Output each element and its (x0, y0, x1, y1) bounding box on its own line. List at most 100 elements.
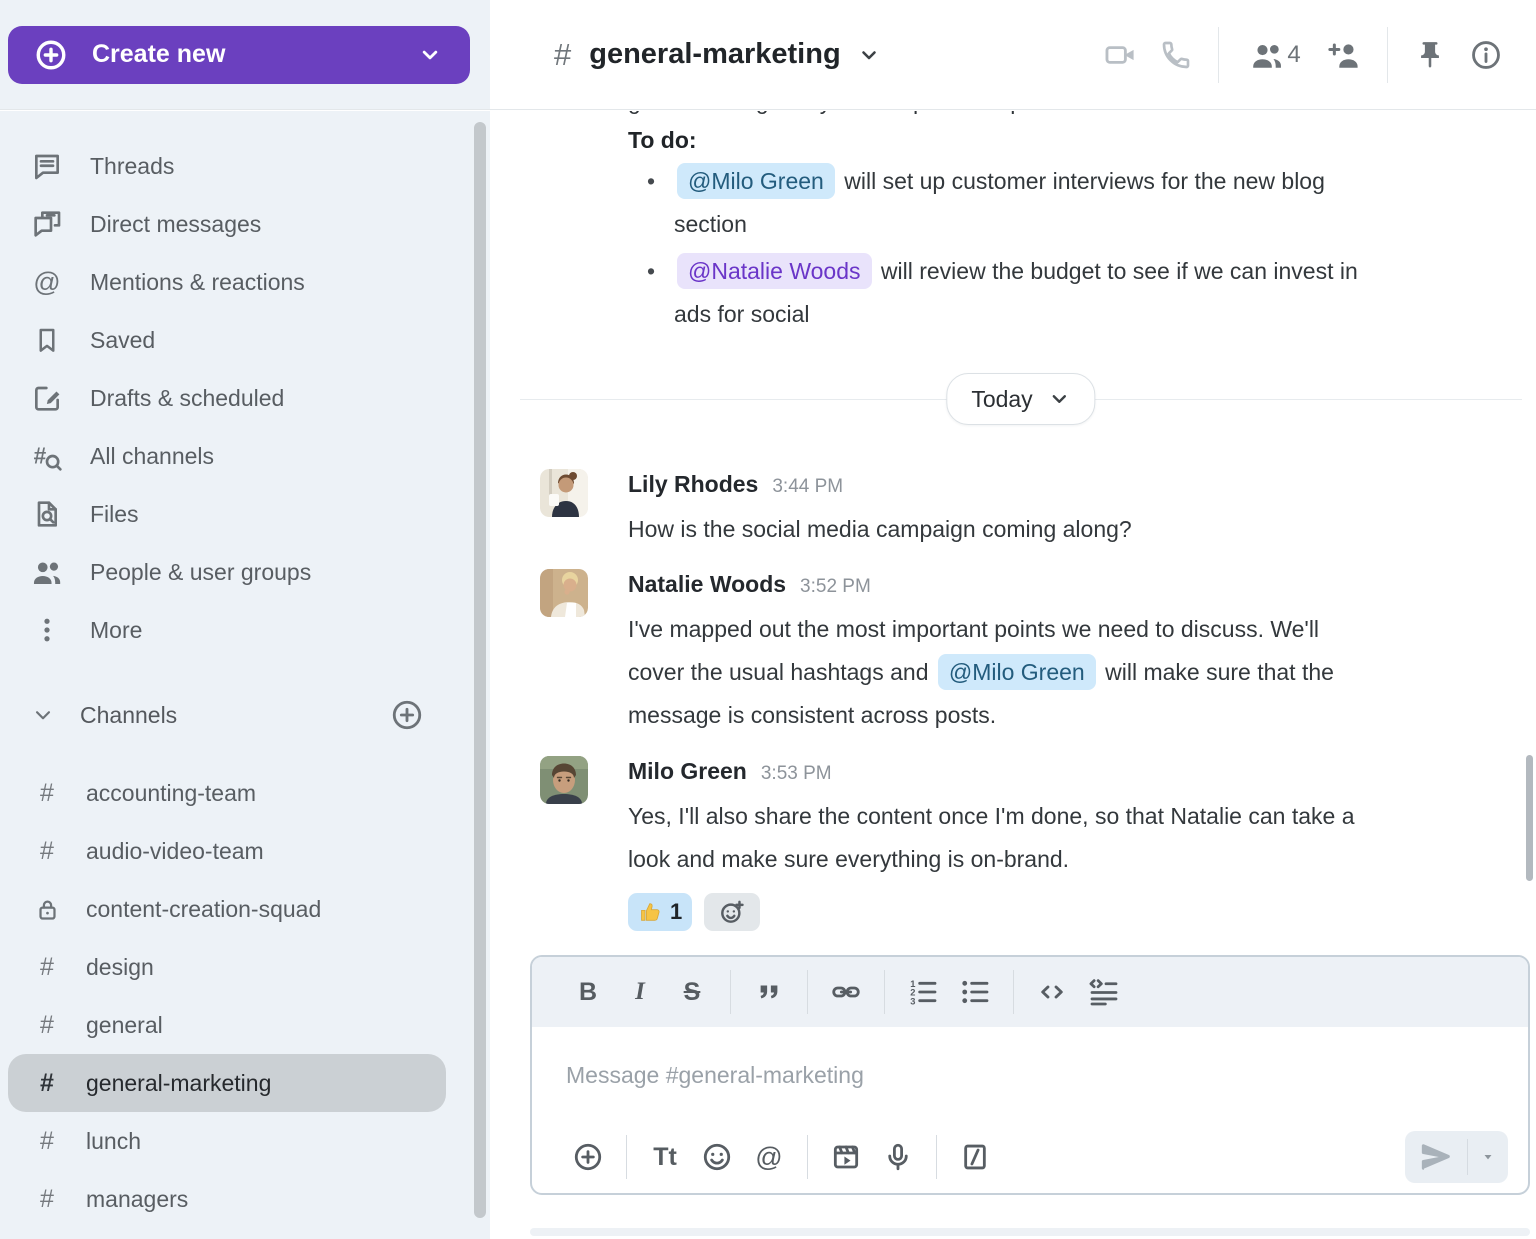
todo-heading: To do: (628, 127, 697, 153)
sidebar-nav: Threads Direct messages @ Mentions & rea… (0, 111, 490, 1228)
message-header: Lily Rhodes 3:44 PM (628, 469, 1496, 502)
mention-icon: @ (755, 1141, 783, 1172)
divider (1013, 970, 1014, 1014)
date-label: Today (971, 385, 1033, 412)
channel-item-design[interactable]: # design (8, 938, 446, 996)
channel-item-managers[interactable]: # managers (8, 1170, 446, 1228)
quote-button[interactable] (743, 966, 795, 1018)
divider (1387, 26, 1388, 83)
divider (730, 970, 731, 1014)
sidebar-scrollbar[interactable] (474, 122, 486, 1218)
bullet-list-button[interactable] (949, 966, 1001, 1018)
divider (1467, 1139, 1468, 1175)
bold-button[interactable]: B (562, 966, 614, 1018)
channel-item-general[interactable]: # general (8, 996, 446, 1054)
attach-button[interactable] (562, 1131, 614, 1183)
strikethrough-button[interactable]: S (666, 966, 718, 1018)
message-content: Milo Green 3:53 PM Yes, I'll also share … (628, 756, 1496, 931)
channel-item-lunch[interactable]: # lunch (8, 1112, 446, 1170)
svg-text:#: # (34, 442, 47, 468)
add-reaction-icon (721, 900, 744, 923)
channels-header-label: Channels (80, 701, 178, 728)
hash-icon: # (40, 1126, 54, 1155)
svg-text:2: 2 (910, 988, 915, 998)
reaction-thumbs-up[interactable]: 1 (628, 893, 693, 931)
send-options-button[interactable] (1468, 1131, 1508, 1183)
message-author[interactable]: Natalie Woods (628, 571, 787, 597)
divider (626, 1135, 627, 1179)
sidebar-item-direct-messages[interactable]: Direct messages (0, 195, 490, 253)
channel-title-group[interactable]: # general-marketing (554, 37, 881, 73)
sidebar-item-label: All channels (90, 442, 215, 469)
sidebar-item-all-channels[interactable]: # All channels (0, 427, 490, 485)
channel-name: content-creation-squad (86, 895, 322, 922)
sidebar-top: Create new (0, 0, 490, 109)
mention-milo-green[interactable]: @Milo Green (937, 654, 1096, 690)
add-channel-button[interactable] (390, 698, 424, 732)
italic-icon: I (635, 978, 645, 1005)
video-message-button[interactable] (820, 1131, 872, 1183)
create-new-button[interactable]: Create new (8, 25, 470, 84)
link-button[interactable] (820, 966, 872, 1018)
sidebar-item-people[interactable]: People & user groups (0, 543, 490, 601)
message: Lily Rhodes 3:44 PM How is the social me… (540, 469, 1496, 551)
sidebar-item-threads[interactable]: Threads (0, 137, 490, 195)
saved-icon (30, 323, 64, 357)
message-input[interactable] (532, 1061, 1528, 1089)
italic-button[interactable]: I (614, 966, 666, 1018)
channels-section-header[interactable]: Channels (0, 686, 490, 744)
channel-header: # general-marketing 4 (490, 0, 1536, 109)
message-author[interactable]: Lily Rhodes (628, 471, 759, 497)
add-member-button[interactable] (1317, 27, 1373, 83)
divider (807, 1135, 808, 1179)
members-button[interactable]: 4 (1233, 27, 1317, 83)
info-icon (1472, 40, 1500, 69)
date-divider-button[interactable]: Today (946, 373, 1096, 425)
mention-milo-green[interactable]: @Milo Green (677, 163, 835, 199)
avatar-milo-green[interactable] (540, 756, 588, 804)
message-author[interactable]: Milo Green (628, 758, 747, 784)
sidebar-item-drafts[interactable]: Drafts & scheduled (0, 369, 490, 427)
all-channels-icon: # (30, 439, 64, 473)
divider (807, 970, 808, 1014)
divider (884, 970, 885, 1014)
channel-hash-icon: # (554, 36, 572, 72)
emoji-button[interactable] (691, 1131, 743, 1183)
pinned-messages-button[interactable] (1402, 27, 1458, 83)
sidebar-item-label: More (90, 616, 143, 643)
channel-item-audio-video-team[interactable]: # audio-video-team (8, 822, 446, 880)
avatar-natalie-woods[interactable] (540, 569, 588, 617)
add-reaction-button[interactable] (704, 893, 761, 931)
mention-natalie-woods[interactable]: @Natalie Woods (677, 253, 872, 289)
channel-actions: 4 (1092, 26, 1514, 83)
inline-code-button[interactable] (1026, 966, 1078, 1018)
hash-icon: # (40, 778, 54, 807)
strikethrough-icon: S (683, 977, 701, 1006)
sidebar-item-mentions[interactable]: @ Mentions & reactions (0, 253, 490, 311)
sidebar-item-more[interactable]: More (0, 601, 490, 659)
sidebar-item-files[interactable]: Files (0, 485, 490, 543)
mention-button[interactable]: @ (743, 1131, 795, 1183)
message-pane-scrollbar[interactable] (1526, 755, 1533, 881)
send-button[interactable] (1405, 1131, 1467, 1183)
audio-message-button[interactable] (872, 1131, 924, 1183)
channel-item-accounting-team[interactable]: # accounting-team (8, 764, 446, 822)
channel-item-content-creation-squad[interactable]: content-creation-squad (8, 880, 446, 938)
channel-details-button[interactable] (1458, 27, 1514, 83)
slash-commands-button[interactable] (949, 1131, 1001, 1183)
send-group (1405, 1131, 1508, 1183)
hash-icon: # (40, 1184, 54, 1213)
message-text: Yes, I'll also share the content once I'… (628, 803, 1355, 872)
pin-icon (1421, 41, 1439, 68)
video-call-button[interactable] (1092, 27, 1148, 83)
code-block-button[interactable] (1078, 966, 1130, 1018)
sidebar-item-saved[interactable]: Saved (0, 311, 490, 369)
avatar-lily-rhodes[interactable] (540, 469, 588, 517)
text-style-button[interactable]: Tt (639, 1131, 691, 1183)
inline-code-icon (1041, 985, 1063, 999)
member-count: 4 (1287, 40, 1301, 68)
phone-call-button[interactable] (1148, 27, 1204, 83)
horizontal-scrollbar[interactable] (530, 1228, 1530, 1236)
channel-item-general-marketing[interactable]: # general-marketing (8, 1054, 446, 1112)
